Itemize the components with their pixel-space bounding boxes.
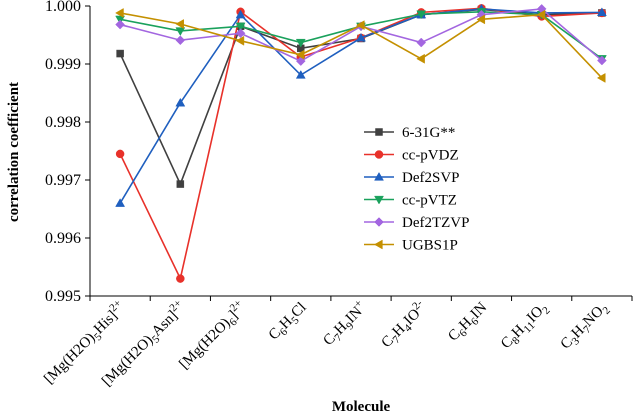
data-point: [176, 274, 185, 283]
legend: 6-31G** cc-pVDZ Def2SVP cc-pVTZ Def2TZVP UGBS…: [364, 125, 470, 254]
y-axis-title: correlation coefficient: [6, 82, 22, 222]
x-tick-label: [Mg(H2O)6]2+: [174, 297, 251, 374]
data-point: [235, 28, 246, 39]
data-point: [235, 22, 246, 32]
data-point: [235, 9, 246, 19]
x-axis-title: Molecule: [332, 399, 391, 415]
data-point: [295, 49, 305, 60]
legend-item: 6-31G**: [364, 125, 455, 141]
series-line: [119, 7, 602, 282]
legend-marker: [374, 217, 384, 227]
legend-label: 6-31G**: [402, 125, 455, 141]
data-point: [115, 19, 125, 30]
series-cc-pvdz: [115, 4, 607, 283]
x-tick-label: C6H6IN: [445, 299, 492, 346]
y-axis: 0.995 0.996 0.997 0.998 0.999 1.000: [45, 0, 91, 305]
data-point: [597, 55, 607, 66]
data-point: [116, 49, 124, 58]
y-tick-label: 0.997: [45, 172, 81, 189]
legend-marker: [374, 171, 384, 181]
legend-marker: [374, 195, 384, 205]
legend-item: Def2SVP: [364, 170, 460, 186]
x-axis: [Mg(H2O)5His]2+[Mg(H2O)5Asn]2+[Mg(H2O)6]…: [41, 295, 633, 390]
data-point: [356, 32, 366, 42]
legend-label: UGBS1P: [402, 238, 458, 254]
legend-marker: [373, 239, 383, 250]
data-point: [355, 20, 365, 31]
series-layer: [115, 3, 607, 283]
data-point: [536, 9, 546, 20]
data-point: [175, 27, 186, 36]
legend-label: cc-pVTZ: [402, 193, 457, 209]
legend-label: cc-pVDZ: [402, 148, 459, 164]
data-point: [175, 97, 186, 107]
legend-label: Def2TZVP: [402, 215, 470, 231]
data-point: [115, 8, 124, 18]
data-point: [416, 37, 427, 48]
series-def2svp: [115, 3, 607, 207]
data-point: [596, 7, 607, 17]
x-tick-label: C7H4IO2-: [376, 297, 432, 353]
series-ugbs1p: [115, 8, 606, 83]
data-point: [596, 72, 606, 83]
x-tick-label: C8H11IO2: [498, 300, 553, 355]
x-tick-label: C7H9IN+: [318, 297, 372, 351]
data-point: [416, 10, 427, 20]
x-tick-label: C6H5Cl: [266, 300, 312, 346]
legend-item: Def2TZVP: [364, 215, 470, 231]
data-point: [235, 35, 245, 46]
legend-item: cc-pVTZ: [364, 193, 457, 209]
data-point: [175, 19, 184, 29]
legend-item: cc-pVDZ: [364, 148, 459, 164]
y-tick-label: 0.999: [45, 56, 81, 73]
x-tick-label: C3H7NO2: [558, 300, 613, 355]
data-point: [175, 35, 186, 46]
y-tick-label: 0.996: [45, 230, 81, 247]
legend-label: Def2SVP: [402, 170, 460, 186]
legend-marker: [375, 128, 383, 136]
data-point: [476, 14, 486, 25]
y-tick-label: 0.998: [45, 114, 81, 131]
legend-marker: [374, 150, 384, 159]
y-tick-label: 1.000: [45, 0, 81, 15]
data-point: [115, 149, 125, 159]
data-point: [115, 198, 126, 207]
data-point: [416, 53, 425, 64]
data-point: [295, 38, 306, 48]
data-point: [176, 180, 185, 188]
legend-item: UGBS1P: [364, 238, 458, 254]
y-tick-label: 0.995: [45, 288, 81, 305]
data-point: [295, 70, 306, 79]
